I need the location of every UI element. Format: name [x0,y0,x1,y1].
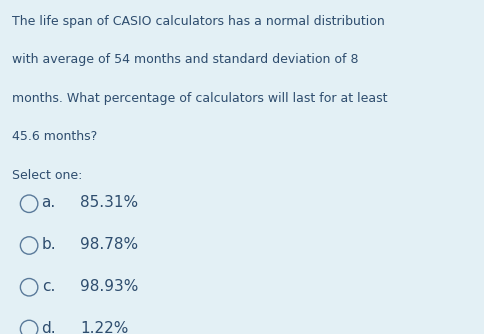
Text: 85.31%: 85.31% [80,195,138,210]
Text: 98.93%: 98.93% [80,279,138,294]
Text: The life span of CASIO calculators has a normal distribution: The life span of CASIO calculators has a… [12,15,384,28]
Text: b.: b. [41,237,56,252]
Text: 1.22%: 1.22% [80,321,128,334]
Text: a.: a. [42,195,56,210]
Text: d.: d. [41,321,56,334]
Text: 45.6 months?: 45.6 months? [12,130,97,143]
Text: 98.78%: 98.78% [80,237,138,252]
Text: c.: c. [42,279,56,294]
Text: Select one:: Select one: [12,169,82,182]
Text: with average of 54 months and standard deviation of 8: with average of 54 months and standard d… [12,53,358,66]
Text: months. What percentage of calculators will last for at least: months. What percentage of calculators w… [12,92,387,105]
